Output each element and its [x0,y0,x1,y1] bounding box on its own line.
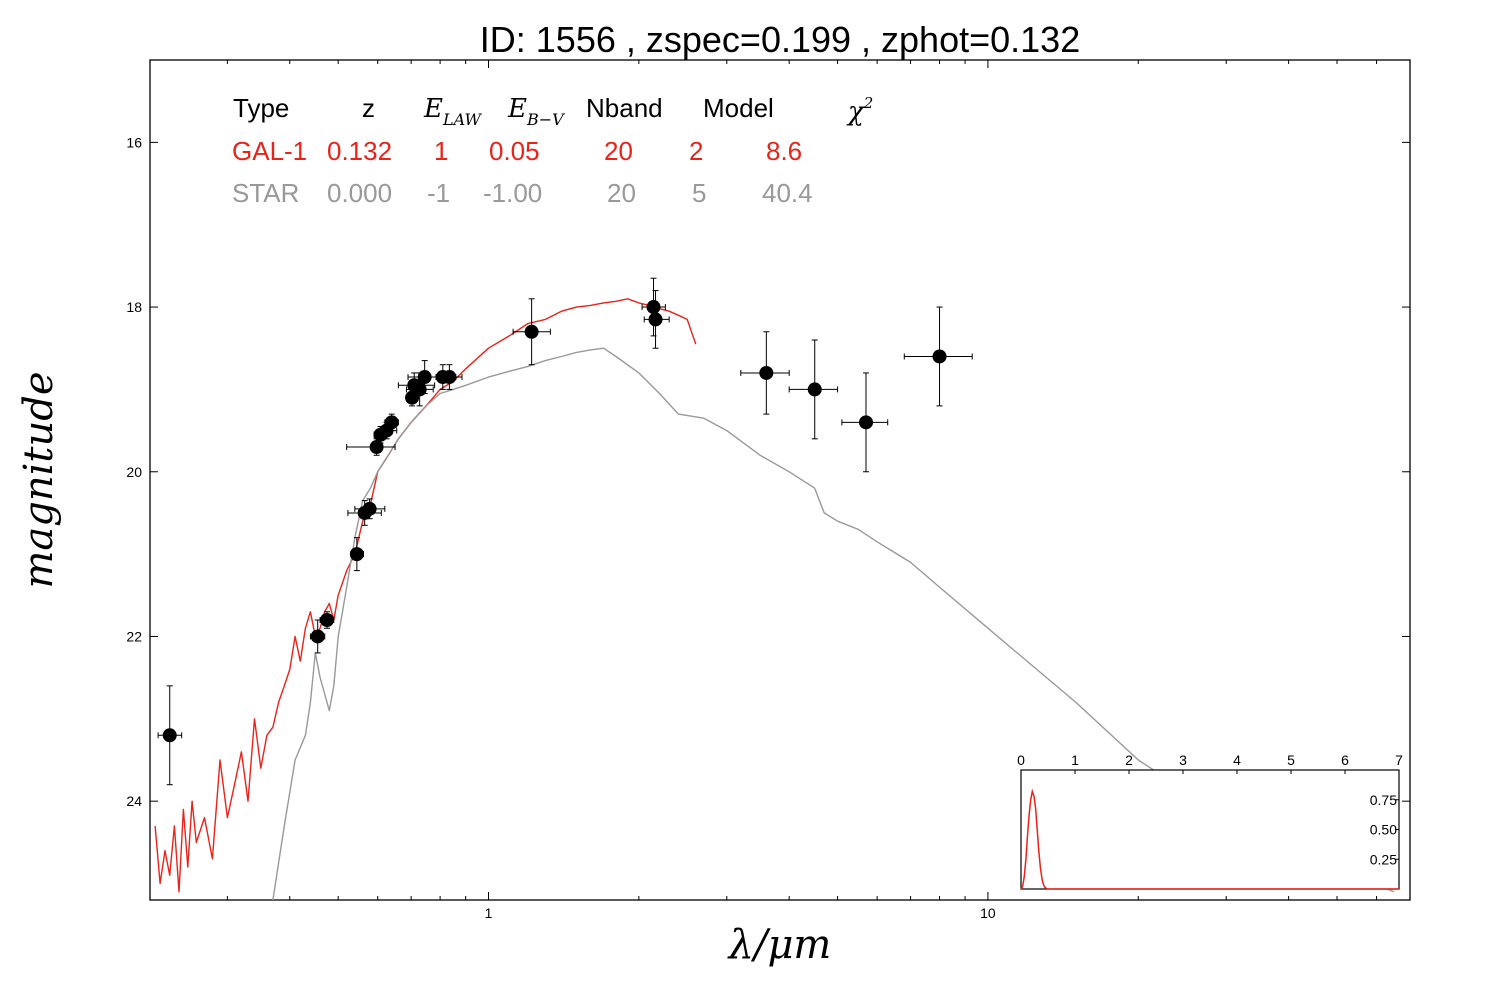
point-marker [384,415,399,430]
data-point [384,413,399,432]
row-model: 5 [692,178,706,208]
data-point [788,339,839,440]
data-point [643,290,670,349]
series-line-gal-1 [154,298,697,893]
point-marker [524,324,539,339]
point-marker [759,365,774,380]
row-elaw: 1 [434,136,448,166]
inset-x-tick-label: 5 [1287,752,1295,768]
point-marker [320,613,335,627]
row-z: 0.000 [327,178,392,208]
data-point [841,372,889,473]
row-elaw: -1 [427,178,450,208]
header-nband: Nband [586,93,663,123]
data-point [435,364,463,390]
data-point [349,537,365,572]
point-marker [349,547,364,562]
point-marker [412,382,427,397]
row-ebv: 0.05 [489,136,540,166]
inset-x-tick-label: 0 [1017,752,1025,768]
header-ebv: EB−V [507,94,565,129]
x-axis-label: λ/μm [727,922,832,968]
row-nband: 20 [607,178,636,208]
model-curves [154,298,1395,901]
row-type: GAL-1 [232,136,307,166]
data-point [157,685,183,786]
point-marker [807,382,822,397]
data-point [512,298,551,366]
inset-y-tick-label: 0.25 [1370,851,1397,867]
row-nband: 20 [604,136,633,166]
x-tick-label: 10 [980,905,996,921]
point-marker [859,415,874,430]
series-line-star [272,347,1395,901]
row-chi2: 40.4 [762,178,813,208]
y-tick-label: 24 [126,793,142,809]
y-tick-label: 18 [126,299,142,315]
inset-x-tick-label: 2 [1125,752,1133,768]
inset-x-tick-label: 1 [1071,752,1079,768]
inset-y-tick-label: 0.75 [1370,792,1397,808]
y-axis-label: magnitude [16,371,62,588]
point-marker [648,312,663,327]
data-point [903,306,973,407]
chart-title: ID: 1556 , zspec=0.199 , zphot=0.132 [480,19,1080,60]
legend-table: Type z ELAW EB−V Nband Model χ2 GAL-1 0.… [232,93,873,208]
legend-row-star: STAR 0.000 -1 -1.00 20 5 40.4 [232,178,813,208]
inset-x-tick-label: 6 [1341,752,1349,768]
inset-x-tick-label: 4 [1233,752,1241,768]
point-marker [162,728,177,743]
row-z: 0.132 [327,136,392,166]
header-type: Type [233,93,289,123]
y-tick-label: 22 [126,628,142,644]
header-model: Model [703,93,774,123]
header-z: z [362,93,375,123]
inset-axis-ticks: 0 1 2 3 4 5 6 7 0.25 0.50 0.75 [1017,752,1403,867]
row-chi2: 8.6 [766,136,802,166]
data-point [641,277,666,337]
redshift-pdf-inset: 0 1 2 3 4 5 6 7 0.25 0.50 0.75 [1017,752,1403,890]
data-point [319,611,335,629]
legend-row-gal: GAL-1 0.132 1 0.05 20 2 8.6 [232,136,802,166]
point-marker [442,370,457,385]
point-marker [417,370,432,385]
inset-pdf-line [1020,788,1399,890]
data-point [309,619,326,654]
header-chi2: χ2 [846,94,873,127]
row-type: STAR [232,178,299,208]
header-elaw: ELAW [423,94,483,129]
point-marker [310,629,325,644]
row-ebv: -1.00 [483,178,542,208]
inset-frame [1020,769,1400,890]
point-marker [369,440,384,455]
data-point [346,438,396,456]
data-point [740,331,790,415]
point-marker [646,300,661,315]
y-tick-label: 20 [126,464,142,480]
inset-y-tick-label: 0.50 [1370,822,1397,838]
plot-frame [149,59,1411,901]
inset-x-tick-label: 3 [1179,752,1187,768]
y-tick-label: 16 [126,134,142,150]
row-model: 2 [689,136,703,166]
photometry-points [157,277,973,786]
point-marker [362,501,377,516]
data-point [354,498,386,520]
point-marker [932,349,947,364]
inset-x-tick-label: 7 [1395,752,1403,768]
x-tick-label: 1 [485,905,493,921]
